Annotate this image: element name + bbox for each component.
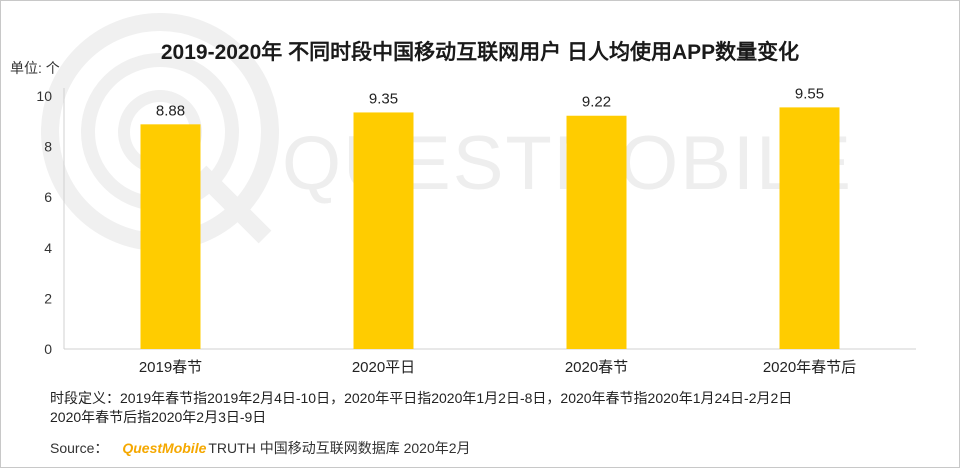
bar xyxy=(566,115,627,349)
y-tick-label: 0 xyxy=(44,341,52,357)
y-tick-label: 10 xyxy=(36,88,52,104)
footnote-period-definition: 时段定义：2019年春节指2019年2月4日-10日，2020年平日指2020年… xyxy=(50,390,793,406)
x-category-label: 2020平日 xyxy=(352,359,415,376)
y-tick-label: 4 xyxy=(44,240,52,256)
source-line: Source： QuestMobile TRUTH 中国移动互联网数据库 2020年… xyxy=(50,438,471,458)
x-category-label: 2020春节 xyxy=(565,359,628,376)
x-category-label: 2020年春节后 xyxy=(763,359,856,376)
y-axis-unit-label: 单位: 个 xyxy=(10,60,60,76)
source-text: TRUTH 中国移动互联网数据库 2020年2月 xyxy=(208,440,471,456)
source-brand: QuestMobile xyxy=(122,440,207,456)
bar xyxy=(779,107,840,349)
x-category-label: 2019春节 xyxy=(139,359,202,376)
bar-data-label: 9.22 xyxy=(582,94,611,111)
chart-title: 2019-2020年 不同时段中国移动互联网用户 日人均使用APP数量变化 xyxy=(160,41,800,64)
y-tick-label: 8 xyxy=(44,139,52,155)
source-label: Source： xyxy=(50,440,109,456)
y-tick-label: 2 xyxy=(44,290,52,306)
bar-data-label: 9.55 xyxy=(795,85,824,102)
bar-data-label: 9.35 xyxy=(369,90,398,107)
footnote-period-definition-continued: 2020年春节后指2020年2月3日-9日 xyxy=(50,409,267,425)
y-tick-label: 6 xyxy=(44,189,52,205)
bar-data-label: 8.88 xyxy=(156,102,185,119)
bar xyxy=(140,124,201,349)
bar xyxy=(353,112,414,349)
